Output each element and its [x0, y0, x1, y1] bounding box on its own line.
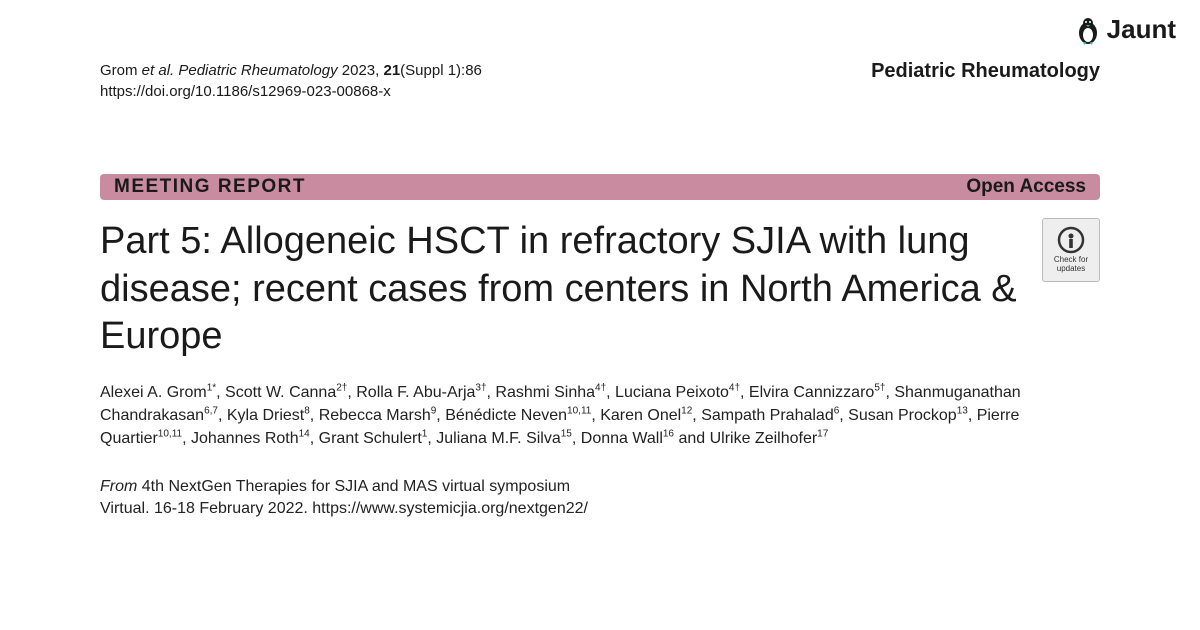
- title-row: Part 5: Allogeneic HSCT in refractory SJ…: [100, 218, 1100, 361]
- article-type-label: MEETING REPORT: [114, 176, 306, 198]
- penguin-icon: [1075, 15, 1101, 45]
- citation-doi: https://doi.org/10.1186/s12969-023-00868…: [100, 81, 482, 102]
- brand-logo: Jaunt: [1075, 14, 1176, 45]
- check-updates-button[interactable]: Check for updates: [1042, 218, 1100, 282]
- header-row: Grom et al. Pediatric Rheumatology 2023,…: [100, 60, 1100, 102]
- paper-title: Part 5: Allogeneic HSCT in refractory SJ…: [100, 218, 1022, 361]
- conference-info: From 4th NextGen Therapies for SJIA and …: [100, 476, 1100, 521]
- authors-list: Alexei A. Grom1*, Scott W. Canna2†, Roll…: [100, 381, 1100, 451]
- conference-line1: From 4th NextGen Therapies for SJIA and …: [100, 476, 1100, 498]
- open-access-label: Open Access: [966, 176, 1086, 198]
- citation-line1: Grom et al. Pediatric Rheumatology 2023,…: [100, 60, 482, 81]
- brand-name: Jaunt: [1107, 14, 1176, 45]
- citation-block: Grom et al. Pediatric Rheumatology 2023,…: [100, 60, 482, 102]
- crossmark-icon: [1057, 226, 1085, 254]
- article-type-banner: MEETING REPORT Open Access: [100, 174, 1100, 200]
- paper-content: Grom et al. Pediatric Rheumatology 2023,…: [0, 0, 1200, 521]
- conference-line2: Virtual. 16-18 February 2022. https://ww…: [100, 498, 1100, 520]
- check-updates-text: Check for updates: [1054, 256, 1088, 274]
- journal-name: Pediatric Rheumatology: [871, 60, 1100, 83]
